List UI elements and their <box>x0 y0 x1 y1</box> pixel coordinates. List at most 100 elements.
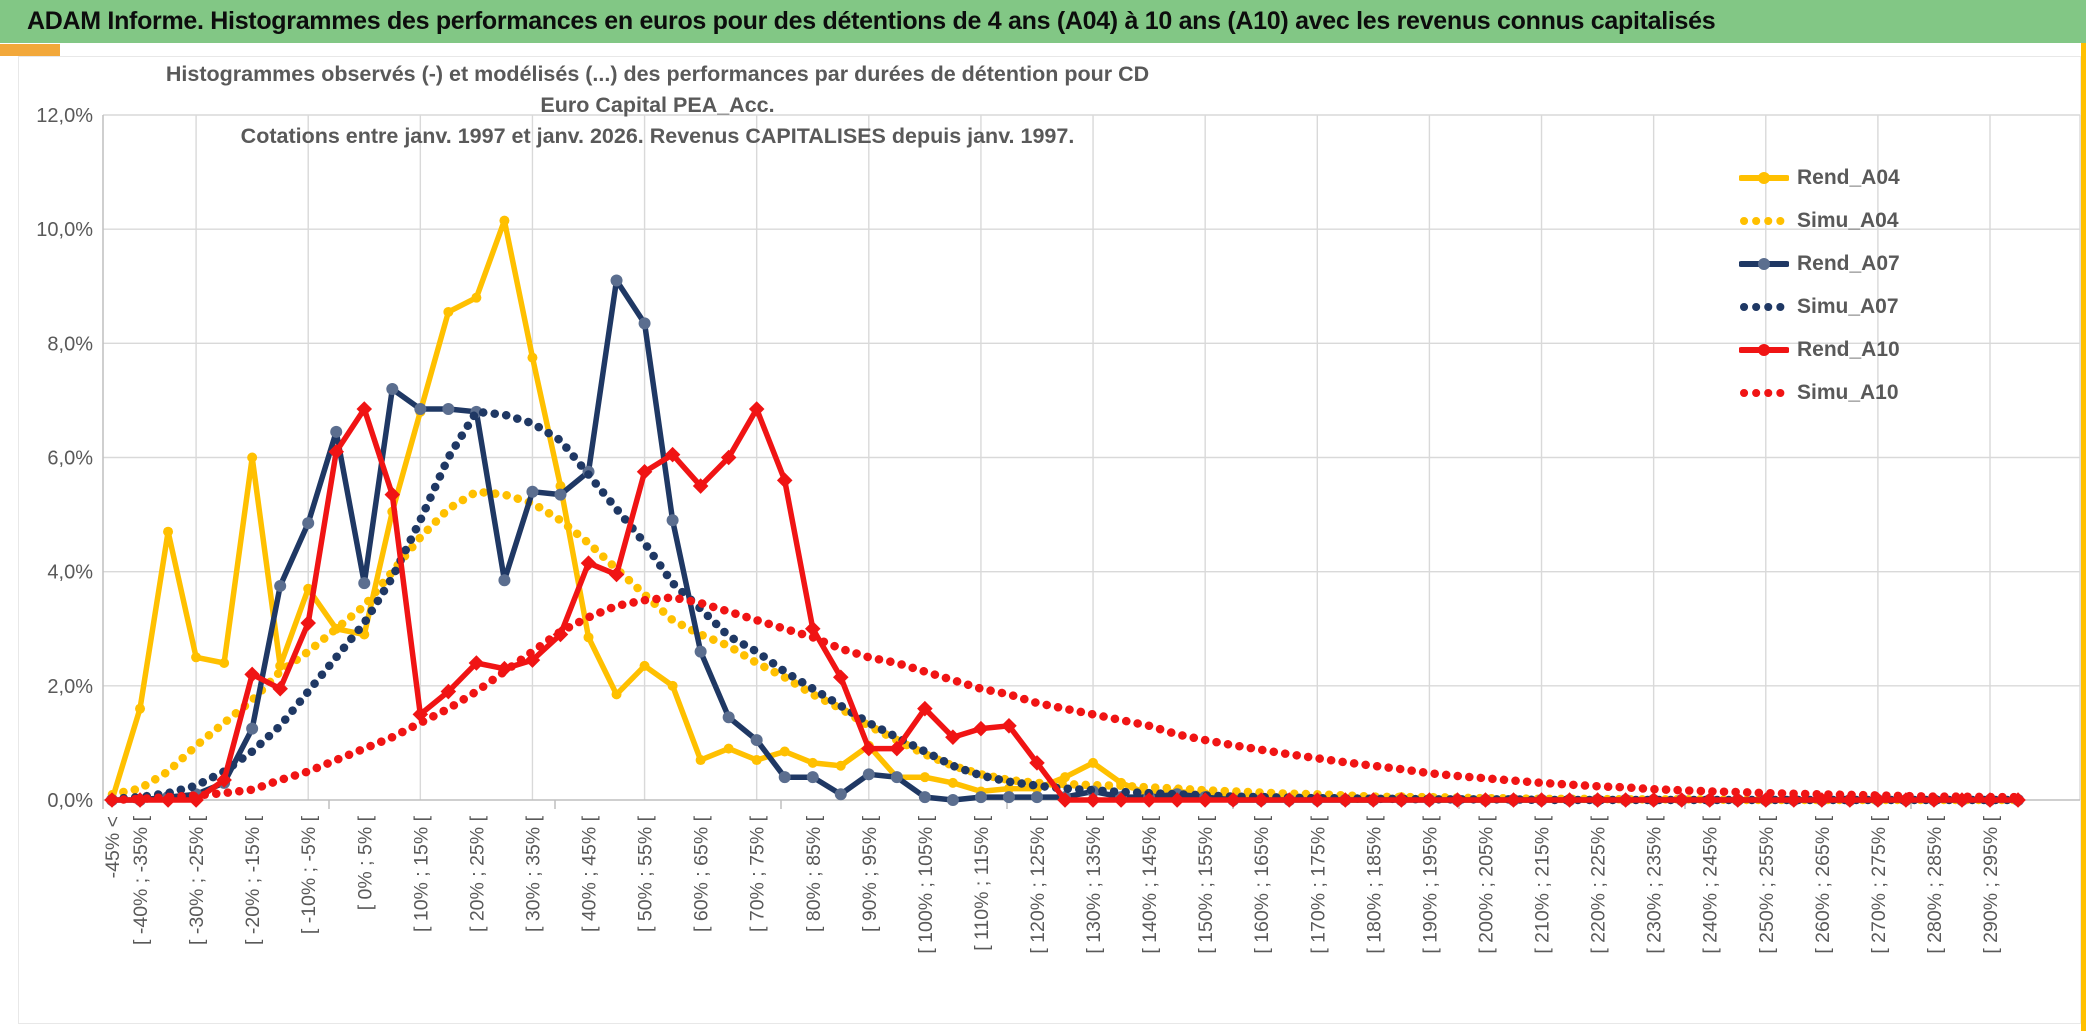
gold-right-strip <box>2081 43 2086 1031</box>
x-axis-label: [ 60% ; 65% [ <box>691 815 713 932</box>
series-marker-Rend_A10 <box>1505 792 1522 808</box>
series-marker-Rend_A10 <box>1477 792 1494 808</box>
series-marker-Rend_A04 <box>527 352 538 363</box>
series-marker-Rend_A10 <box>1225 792 1241 808</box>
series-marker-Rend_A10 <box>300 615 316 631</box>
series-marker-Rend_A04 <box>555 481 566 492</box>
series-marker-Rend_A10 <box>973 720 989 737</box>
series-marker-Rend_A07 <box>526 485 539 498</box>
series-marker-Rend_A10 <box>1253 792 1270 808</box>
x-axis-label: [ 240% ; 245% [ <box>1700 815 1722 953</box>
legend-item-Simu_A10[interactable]: Simu_A10 <box>1739 371 1900 414</box>
series-marker-Rend_A10 <box>1085 792 1101 808</box>
series-marker-Rend_A10 <box>1421 792 1438 808</box>
y-axis-label: 8,0% <box>47 333 93 355</box>
series-line-Simu_A10 <box>107 593 2023 805</box>
y-axis-label: 12,0% <box>36 105 93 127</box>
solid-line-sample-icon <box>1739 257 1789 270</box>
legend-label-Rend_A10: Rend_A10 <box>1797 337 1900 361</box>
series-marker-Rend_A04 <box>919 772 930 783</box>
series-marker-Rend_A07 <box>554 488 567 501</box>
series-marker-Rend_A10 <box>1337 792 1354 808</box>
series-line-Simu_A07 <box>107 407 2023 805</box>
series-marker-Rend_A07 <box>442 402 455 415</box>
x-axis-label: [ 20% ; 25% [ <box>466 815 488 932</box>
legend-item-Simu_A04[interactable]: Simu_A04 <box>1739 199 1900 242</box>
chart-area[interactable] <box>18 56 2081 1024</box>
x-axis-label: [ 110% ; 115% [ <box>971 815 993 950</box>
x-axis-label: [ 70% ; 75% [ <box>747 815 769 932</box>
legend-label-Simu_A04: Simu_A04 <box>1797 208 1899 232</box>
solid-line-sample-icon <box>1739 171 1789 184</box>
series-marker-Rend_A04 <box>639 660 650 671</box>
x-axis-label: [ 250% ; 255% [ <box>1756 815 1778 953</box>
app-header-title: ADAM Informe. Histogrammes des performan… <box>27 7 1716 35</box>
series-marker-Rend_A10 <box>1029 755 1045 771</box>
series-marker-Rend_A10 <box>580 555 597 571</box>
series-marker-Rend_A10 <box>1645 792 1662 808</box>
series-marker-Rend_A07 <box>722 711 735 724</box>
series-marker-Rend_A10 <box>861 740 877 757</box>
legend-label-Rend_A04: Rend_A04 <box>1797 165 1900 189</box>
x-axis-label: [ 290% ; 295% [ <box>1980 815 2002 953</box>
x-axis-label: [ 10% ; 15% [ <box>410 815 432 932</box>
legend-item-Simu_A07[interactable]: Simu_A07 <box>1739 285 1900 328</box>
series-marker-Rend_A07 <box>694 645 707 658</box>
series-marker-Rend_A07 <box>358 577 371 590</box>
x-axis-label: [ 180% ; 185% [ <box>1363 815 1385 953</box>
series-marker-Rend_A04 <box>751 755 762 766</box>
series-marker-Rend_A07 <box>834 788 847 801</box>
series-marker-Rend_A07 <box>806 771 819 784</box>
series-marker-Rend_A10 <box>1589 792 1606 808</box>
series-marker-Rend_A10 <box>1449 792 1466 808</box>
series-marker-Rend_A07 <box>610 274 623 287</box>
x-axis-label: [ -40% ; -35% [ <box>130 815 152 945</box>
legend-item-Rend_A04[interactable]: Rend_A04 <box>1739 156 1900 199</box>
series-marker-Rend_A10 <box>1197 792 1213 808</box>
dotted-line-sample-icon <box>1740 388 1788 397</box>
series-marker-Rend_A07 <box>862 768 875 781</box>
chart-title: Histogrammes observés (-) et modélisés (… <box>150 59 1165 152</box>
y-axis-label: 6,0% <box>47 448 93 470</box>
series-marker-Rend_A07 <box>918 791 931 804</box>
series-marker-Rend_A10 <box>1561 792 1578 808</box>
series-marker-Rend_A10 <box>1786 792 1802 808</box>
series-marker-Rend_A10 <box>1365 792 1382 808</box>
series-marker-Rend_A04 <box>1088 757 1099 768</box>
y-axis-label: 4,0% <box>47 562 93 584</box>
series-marker-Rend_A07 <box>778 771 791 784</box>
series-marker-Rend_A10 <box>1673 792 1690 808</box>
dotted-line-sample-icon <box>1740 216 1788 225</box>
series-marker-Rend_A04 <box>807 757 818 768</box>
y-axis-label: 10,0% <box>36 219 93 241</box>
legend-item-Rend_A07[interactable]: Rend_A07 <box>1739 242 1900 285</box>
legend-item-Rend_A10[interactable]: Rend_A10 <box>1739 328 1900 371</box>
series-marker-Rend_A04 <box>247 452 258 463</box>
series-marker-Rend_A07 <box>274 579 287 592</box>
series-marker-Rend_A10 <box>776 472 793 489</box>
series-marker-Rend_A04 <box>835 760 846 771</box>
x-axis-label: [ -30% ; -25% [ <box>186 815 208 945</box>
series-marker-Rend_A10 <box>1701 792 1718 808</box>
series-marker-Rend_A10 <box>1309 792 1326 808</box>
series-marker-Rend_A07 <box>330 425 343 438</box>
series-marker-Rend_A04 <box>667 680 678 691</box>
series-marker-Rend_A04 <box>947 777 958 788</box>
series-marker-Rend_A07 <box>946 794 959 806</box>
x-axis-label: [ 230% ; 235% [ <box>1644 815 1666 953</box>
series-marker-Rend_A04 <box>611 689 622 700</box>
series-marker-Rend_A10 <box>1393 792 1410 808</box>
x-axis-label: [ 120% ; 125% [ <box>1027 815 1049 953</box>
series-marker-Rend_A10 <box>1533 792 1550 808</box>
x-axis-label: [ 280% ; 285% [ <box>1924 815 1946 953</box>
x-axis-label: [ 30% ; 35% [ <box>522 815 544 932</box>
x-axis-label: [ 260% ; 265% [ <box>1812 815 1834 953</box>
series-marker-Rend_A07 <box>246 722 259 735</box>
y-axis-label: 0,0% <box>47 790 93 812</box>
series-marker-Rend_A07 <box>386 383 399 395</box>
series-marker-Rend_A07 <box>750 734 763 747</box>
x-axis-label: [ 130% ; 135% [ <box>1083 815 1105 953</box>
series-marker-Rend_A10 <box>1281 792 1298 808</box>
series-marker-Rend_A04 <box>191 652 202 663</box>
series-marker-Rend_A07 <box>974 791 987 804</box>
